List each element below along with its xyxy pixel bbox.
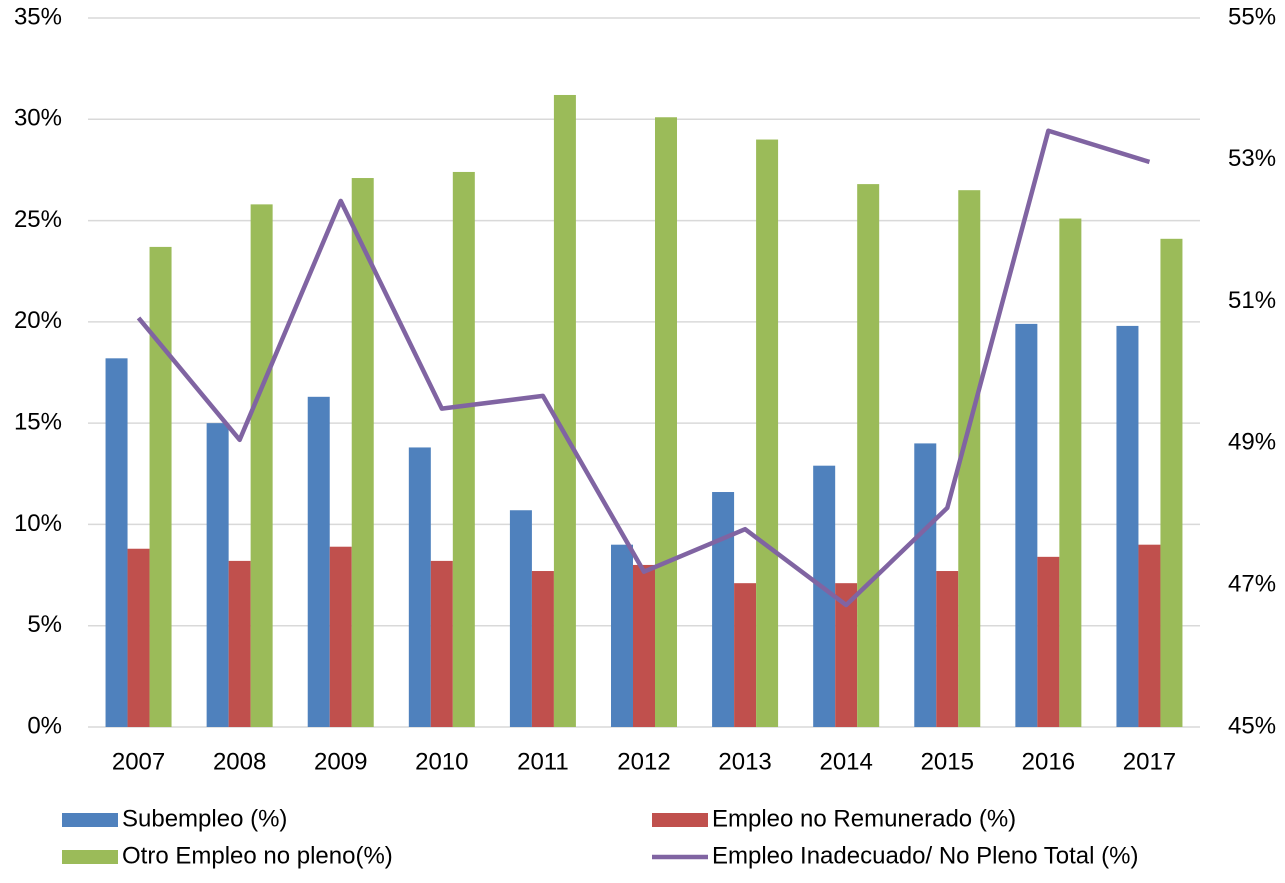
bar bbox=[509, 510, 532, 727]
bar bbox=[835, 583, 858, 727]
bar bbox=[1116, 325, 1139, 727]
bar bbox=[351, 178, 374, 727]
y-tick-label: 10% bbox=[14, 510, 62, 537]
y-tick-label: 30% bbox=[14, 105, 62, 132]
bar bbox=[655, 117, 677, 727]
y2-tick-label: 47% bbox=[1228, 571, 1276, 598]
x-tick-label: 2009 bbox=[314, 748, 367, 775]
bar bbox=[228, 560, 251, 727]
bar bbox=[1037, 556, 1060, 727]
y-tick-label: 5% bbox=[27, 611, 62, 638]
x-tick-label: 2015 bbox=[921, 748, 974, 775]
y-tick-label: 35% bbox=[14, 3, 62, 30]
y2-tick-label: 53% bbox=[1228, 145, 1276, 172]
bar bbox=[149, 246, 172, 728]
x-tick-label: 2016 bbox=[1022, 748, 1075, 775]
bar bbox=[105, 358, 128, 727]
bar bbox=[756, 139, 779, 728]
x-tick-label: 2011 bbox=[517, 748, 569, 775]
bar bbox=[734, 583, 757, 727]
bar bbox=[430, 560, 453, 727]
bar bbox=[452, 171, 475, 727]
bar bbox=[611, 544, 633, 727]
legend-label: Subempleo (%) bbox=[122, 805, 287, 832]
x-tick-label: 2013 bbox=[718, 748, 771, 775]
bar bbox=[1138, 544, 1161, 727]
bar bbox=[553, 94, 576, 727]
y-tick-label: 25% bbox=[14, 206, 62, 233]
bar bbox=[857, 184, 880, 727]
legend-swatch bbox=[652, 813, 708, 827]
bar bbox=[958, 190, 981, 727]
bar bbox=[127, 548, 150, 727]
bar bbox=[408, 447, 431, 727]
bar bbox=[936, 571, 959, 727]
y2-tick-label: 55% bbox=[1228, 3, 1276, 30]
legend-label: Empleo no Remunerado (%) bbox=[712, 805, 1016, 832]
legend-label: Empleo Inadecuado/ No Pleno Total (%) bbox=[712, 842, 1138, 869]
bar bbox=[712, 492, 735, 727]
x-tick-label: 2014 bbox=[819, 748, 872, 775]
x-tick-label: 2017 bbox=[1123, 748, 1176, 775]
legend-label: Otro Empleo no pleno(%) bbox=[122, 842, 393, 869]
y2-tick-label: 49% bbox=[1228, 429, 1276, 456]
y-tick-label: 0% bbox=[27, 712, 62, 739]
x-tick-label: 2008 bbox=[213, 748, 266, 775]
x-tick-label: 2007 bbox=[112, 748, 165, 775]
bar bbox=[1015, 323, 1038, 727]
bar bbox=[531, 571, 554, 727]
y-tick-label: 15% bbox=[14, 408, 62, 435]
y2-tick-label: 45% bbox=[1228, 712, 1276, 739]
x-tick-label: 2012 bbox=[617, 748, 670, 775]
x-tick-label: 2010 bbox=[415, 748, 468, 775]
bar bbox=[914, 443, 937, 727]
y-tick-label: 20% bbox=[14, 307, 62, 334]
bar bbox=[250, 204, 273, 727]
bar bbox=[813, 465, 836, 727]
bar bbox=[1059, 218, 1082, 727]
legend-swatch bbox=[62, 813, 118, 827]
line bbox=[136, 128, 1151, 608]
bar bbox=[307, 396, 330, 727]
y2-tick-label: 51% bbox=[1228, 287, 1276, 314]
bar bbox=[329, 546, 352, 727]
bar bbox=[1160, 238, 1183, 727]
bar bbox=[633, 564, 655, 727]
bar bbox=[206, 423, 229, 727]
legend-swatch bbox=[62, 850, 118, 864]
